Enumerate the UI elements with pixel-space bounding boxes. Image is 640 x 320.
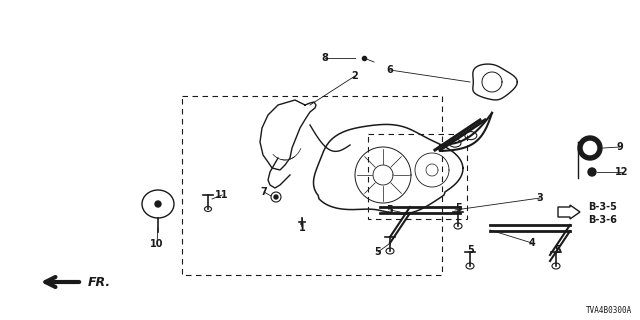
- Text: 12: 12: [615, 167, 628, 177]
- Circle shape: [578, 136, 602, 160]
- Text: 5: 5: [456, 203, 462, 213]
- Text: 7: 7: [260, 187, 268, 197]
- Circle shape: [155, 201, 161, 207]
- Text: TVA4B0300A: TVA4B0300A: [586, 306, 632, 315]
- Bar: [182, 96, 442, 275]
- Text: 9: 9: [616, 142, 623, 152]
- Text: 5: 5: [555, 245, 561, 255]
- Circle shape: [274, 195, 278, 199]
- Text: 6: 6: [387, 65, 394, 75]
- Text: 3: 3: [536, 193, 543, 203]
- Circle shape: [584, 141, 596, 155]
- Text: 5: 5: [374, 247, 381, 257]
- Text: B-3-6: B-3-6: [588, 215, 617, 225]
- Text: 11: 11: [215, 190, 228, 200]
- Text: 10: 10: [150, 239, 164, 249]
- Text: 1: 1: [299, 223, 305, 233]
- Text: B-3-5: B-3-5: [588, 202, 617, 212]
- Text: 8: 8: [321, 53, 328, 63]
- Bar: [368, 134, 467, 219]
- Text: 5: 5: [468, 245, 474, 255]
- Circle shape: [588, 168, 596, 176]
- Text: 4: 4: [529, 238, 536, 248]
- Text: 5: 5: [387, 205, 394, 215]
- Text: FR.: FR.: [88, 276, 111, 289]
- Text: 2: 2: [351, 71, 358, 81]
